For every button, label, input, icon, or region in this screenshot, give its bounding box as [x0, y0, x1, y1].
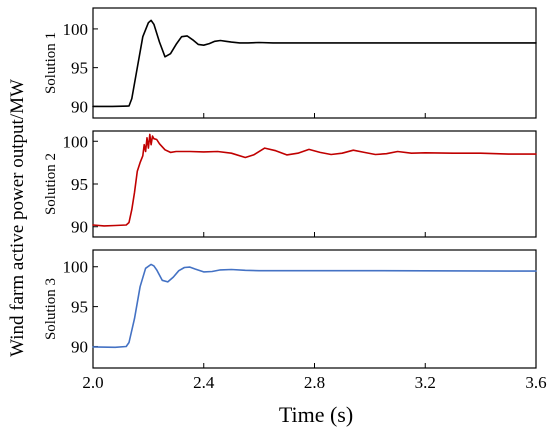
panel-frame [92, 7, 537, 119]
x-tick-label: 2.0 [82, 373, 103, 392]
x-axis-label: Time (s) [279, 402, 353, 427]
x-tick-label: 3.6 [525, 373, 546, 392]
panel-frame [92, 249, 537, 369]
y-tick-label: 90 [71, 337, 88, 356]
x-tick-label: 3.2 [415, 373, 436, 392]
y-tick-label: 95 [71, 175, 88, 194]
series-line-3 [92, 263, 537, 349]
y-tick-label: 90 [71, 218, 88, 237]
y-axis-label: Wind farm active power output/MW [7, 79, 28, 357]
y-tick-label: 100 [63, 20, 89, 39]
y-tick-label: 90 [71, 97, 88, 116]
x-tick-label: 2.8 [304, 373, 325, 392]
panel-label: Solution 3 [43, 278, 59, 340]
series-line-2 [92, 133, 537, 227]
panel-frame [92, 130, 537, 238]
panel-label: Solution 2 [43, 153, 59, 215]
x-axis: 2.0 2.4 2.8 3.2 3.6 [82, 373, 546, 392]
panel-label: Solution 1 [43, 32, 59, 94]
y-tick-label: 100 [63, 132, 89, 151]
y-tick-label: 95 [71, 298, 88, 317]
x-tick-label: 2.4 [193, 373, 215, 392]
series-line-1 [92, 19, 537, 108]
y-tick-label: 100 [63, 258, 89, 277]
y-tick-label: 95 [71, 59, 88, 78]
